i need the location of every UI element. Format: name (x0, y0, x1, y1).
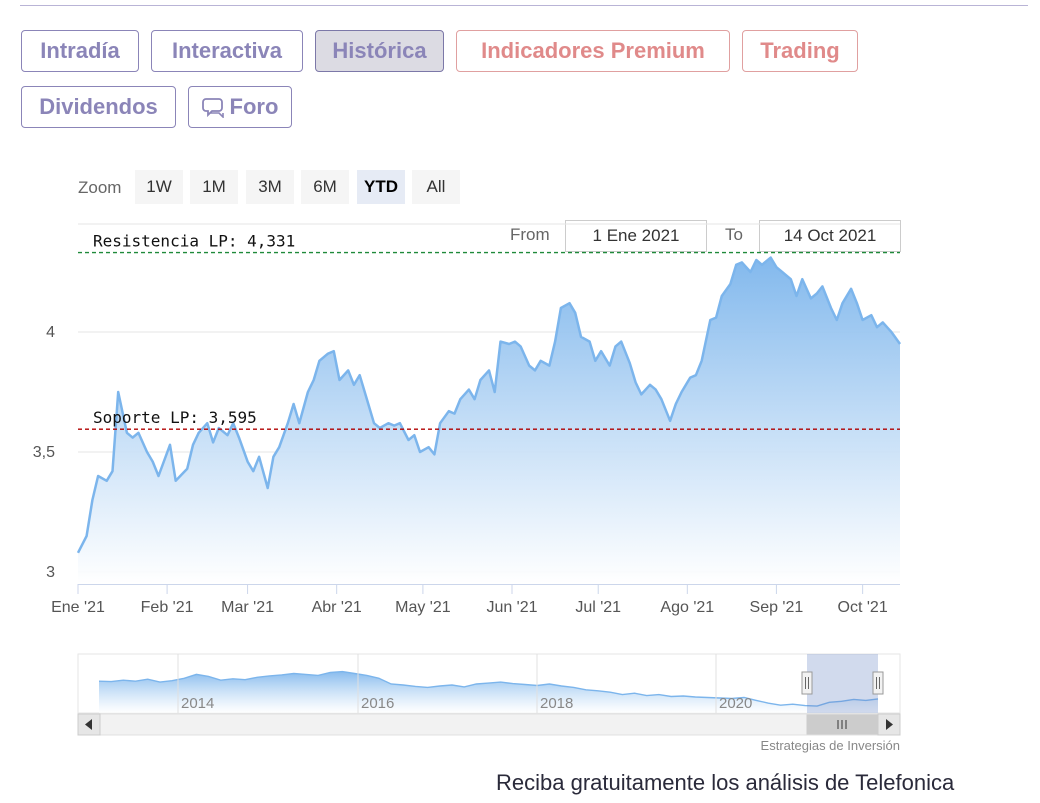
chat-bubble-icon (201, 98, 224, 118)
zoom-ytd-button[interactable]: YTD (357, 170, 405, 204)
tab-foro-label: Foro (229, 94, 279, 119)
range-from-label: From (510, 225, 550, 244)
tab-foro[interactable]: Foro (188, 86, 292, 128)
x-tick-label: Sep '21 (750, 599, 804, 616)
y-tick-label: 3,5 (33, 444, 55, 461)
navigator-line (98, 670, 879, 707)
x-tick-label: Jul '21 (575, 599, 621, 616)
tab-trading[interactable]: Trading (742, 30, 858, 72)
x-tick-label: Ago '21 (660, 599, 714, 616)
x-tick-label: Jun '21 (486, 599, 537, 616)
zoom-3m-button[interactable]: 3M (246, 170, 294, 204)
navigator-year-label: 2016 (361, 695, 394, 712)
stock-chart: 3 3,5 4 Resistencia LP: 4,331 Soporte LP: 3,… (33, 223, 902, 753)
tab-dividendos[interactable]: Dividendos (21, 86, 176, 128)
navigator-year-label: 2020 (719, 695, 752, 712)
x-tick-label: Abr '21 (312, 599, 362, 616)
zoom-1w-button[interactable]: 1W (135, 170, 183, 204)
y-tick-label: 3 (46, 564, 55, 581)
x-tick-label: Oct '21 (838, 599, 888, 616)
y-tick-label: 4 (46, 324, 55, 341)
zoom-6m-button[interactable]: 6M (301, 170, 349, 204)
zoom-all-button[interactable]: All (412, 170, 460, 204)
navigator-selection[interactable] (807, 654, 878, 713)
navigator-year-label: 2014 (181, 695, 214, 712)
x-tick-label: May '21 (395, 599, 451, 616)
zoom-1m-button[interactable]: 1M (190, 170, 238, 204)
tab-intradia[interactable]: Intradía (21, 30, 139, 72)
navigator-right-handle[interactable] (872, 671, 884, 695)
x-tick-label: Feb '21 (141, 599, 194, 616)
x-tick-label: Ene '21 (51, 599, 105, 616)
footer-cta[interactable]: Reciba gratuitamente los análisis de Tel… (496, 770, 955, 795)
scroll-right-arrow-icon (886, 719, 893, 730)
range-from-input[interactable] (565, 220, 707, 252)
range-to-input[interactable] (759, 220, 901, 252)
tab-historica[interactable]: Histórica (315, 30, 444, 72)
x-tick-label: Mar '21 (221, 599, 274, 616)
credits-link[interactable]: Estrategias de Inversión (761, 738, 900, 753)
support-label: Soporte LP: 3,595 (93, 408, 257, 427)
navigator-area (99, 671, 878, 713)
tab-indicadores-premium[interactable]: Indicadores Premium (456, 30, 730, 72)
range-to-label: To (725, 225, 743, 244)
scroll-left-arrow-icon (85, 719, 92, 730)
navigator-left-handle[interactable] (801, 671, 813, 695)
scrollbar-track[interactable] (77, 713, 901, 736)
series-area (78, 257, 900, 584)
zoom-label: Zoom (78, 178, 122, 197)
top-divider (20, 5, 1028, 6)
tab-interactiva[interactable]: Interactiva (151, 30, 303, 72)
resistance-label: Resistencia LP: 4,331 (93, 232, 295, 251)
navigator-year-label: 2018 (540, 695, 573, 712)
